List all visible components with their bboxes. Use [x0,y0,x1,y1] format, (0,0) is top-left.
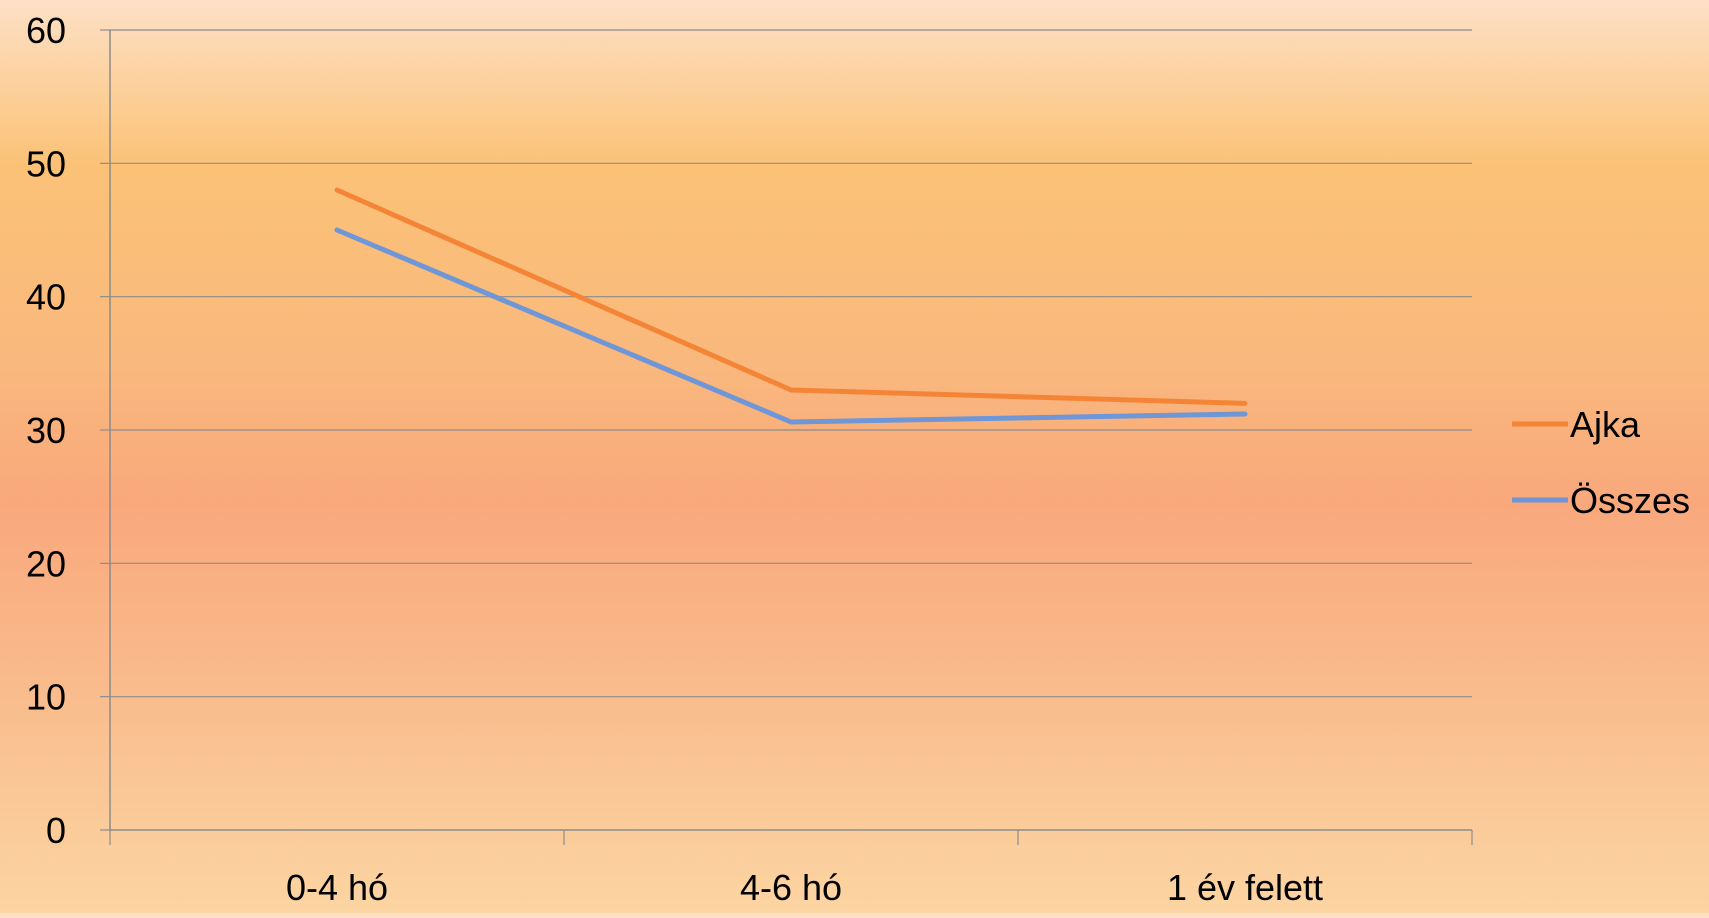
series-line-Összes [337,230,1245,422]
gridlines [110,30,1472,697]
y-tick-label: 0 [46,810,66,851]
legend-label: Ajka [1570,404,1641,445]
x-tick-label: 4-6 hó [740,867,842,908]
y-tick-label: 10 [26,677,66,718]
series-lines [337,190,1245,422]
axes [100,30,1472,845]
x-axis-tick-labels: 0-4 hó 4-6 hó 1 év felett [286,867,1323,908]
x-tick-label: 0-4 hó [286,867,388,908]
y-tick-label: 40 [26,277,66,318]
y-tick-label: 30 [26,410,66,451]
y-tick-label: 20 [26,543,66,584]
legend: Ajka Összes [1512,404,1690,521]
y-tick-label: 50 [26,143,66,184]
y-axis-tick-labels: 0 10 20 30 40 50 60 [26,10,66,851]
legend-label: Összes [1570,480,1690,521]
y-tick-label: 60 [26,10,66,51]
x-tick-label: 1 év felett [1167,867,1323,908]
